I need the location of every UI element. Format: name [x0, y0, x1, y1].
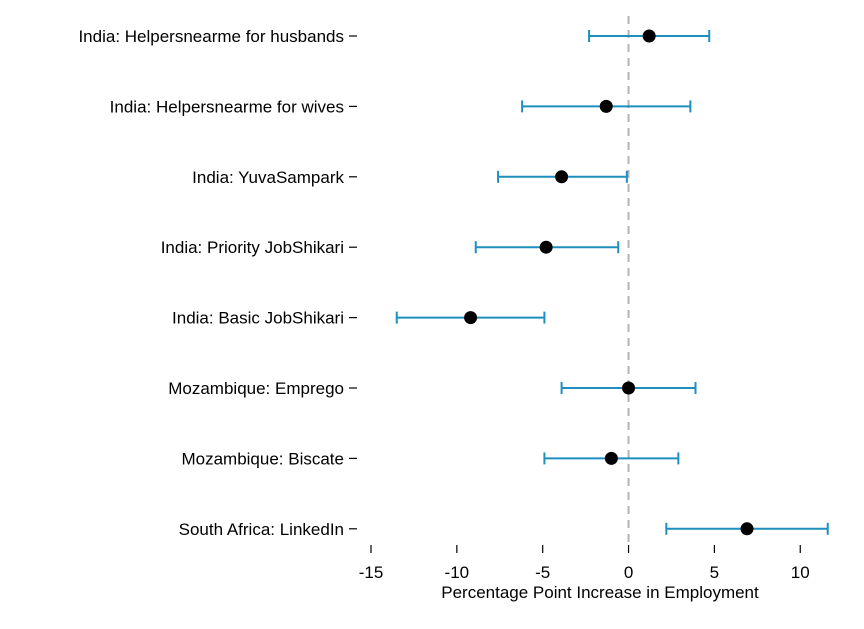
x-tick-label: -5 [535, 563, 550, 582]
y-tick-label: India: Priority JobShikari [161, 238, 344, 257]
estimate-point [622, 381, 636, 395]
x-tick-label: -15 [359, 563, 384, 582]
y-tick-label: Mozambique: Emprego [168, 379, 344, 398]
estimate-point [599, 99, 613, 113]
x-axis: -15 -10 -5 0 5 10 [359, 545, 810, 582]
estimate-point [740, 522, 754, 536]
estimate-point-layer [464, 29, 754, 536]
estimate-point [555, 170, 569, 184]
estimate-point [539, 240, 553, 254]
y-tick-label: India: YuvaSampark [192, 168, 344, 187]
x-axis-title: Percentage Point Increase in Employment [441, 583, 759, 602]
estimate-point [642, 29, 656, 43]
y-tick-label: India: Helpersnearme for wives [110, 97, 344, 116]
y-tick-label: South Africa: LinkedIn [179, 520, 344, 539]
x-tick-label: 0 [624, 563, 633, 582]
x-tick-label: -10 [445, 563, 470, 582]
y-tick-label: India: Basic JobShikari [172, 309, 344, 328]
y-tick-label: Mozambique: Biscate [181, 449, 344, 468]
estimate-point [604, 451, 618, 465]
x-tick-label: 10 [791, 563, 810, 582]
y-tick-label: India: Helpersnearme for husbands [78, 27, 344, 46]
y-axis: India: Helpersnearme for husbands India: … [78, 27, 357, 539]
estimate-point [464, 311, 478, 325]
x-tick-label: 5 [710, 563, 719, 582]
